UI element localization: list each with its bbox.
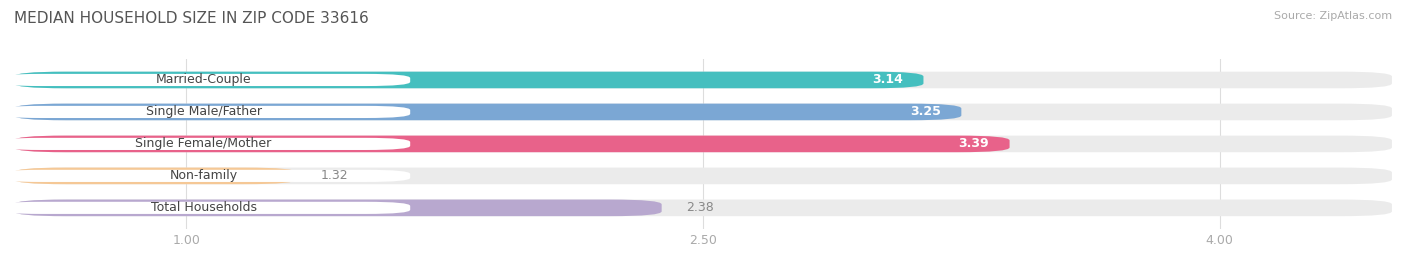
FancyBboxPatch shape <box>14 104 1392 120</box>
Text: 3.39: 3.39 <box>959 137 988 150</box>
Text: 1.32: 1.32 <box>321 169 349 182</box>
FancyBboxPatch shape <box>0 74 411 86</box>
FancyBboxPatch shape <box>14 200 662 216</box>
Text: Single Male/Father: Single Male/Father <box>145 105 262 118</box>
Text: MEDIAN HOUSEHOLD SIZE IN ZIP CODE 33616: MEDIAN HOUSEHOLD SIZE IN ZIP CODE 33616 <box>14 11 368 26</box>
Text: Non-family: Non-family <box>170 169 238 182</box>
Text: 3.25: 3.25 <box>910 105 941 118</box>
FancyBboxPatch shape <box>14 104 962 120</box>
Text: 2.38: 2.38 <box>686 201 713 214</box>
FancyBboxPatch shape <box>14 168 297 184</box>
Text: 3.14: 3.14 <box>872 73 903 86</box>
FancyBboxPatch shape <box>14 200 1392 216</box>
FancyBboxPatch shape <box>14 136 1392 152</box>
FancyBboxPatch shape <box>14 168 1392 184</box>
Text: Source: ZipAtlas.com: Source: ZipAtlas.com <box>1274 11 1392 21</box>
Text: Single Female/Mother: Single Female/Mother <box>135 137 271 150</box>
FancyBboxPatch shape <box>14 72 1392 88</box>
Text: Married-Couple: Married-Couple <box>156 73 252 86</box>
FancyBboxPatch shape <box>14 72 924 88</box>
FancyBboxPatch shape <box>0 138 411 150</box>
Text: Total Households: Total Households <box>150 201 256 214</box>
FancyBboxPatch shape <box>0 202 411 214</box>
FancyBboxPatch shape <box>0 170 411 182</box>
FancyBboxPatch shape <box>0 106 411 118</box>
FancyBboxPatch shape <box>14 136 1010 152</box>
